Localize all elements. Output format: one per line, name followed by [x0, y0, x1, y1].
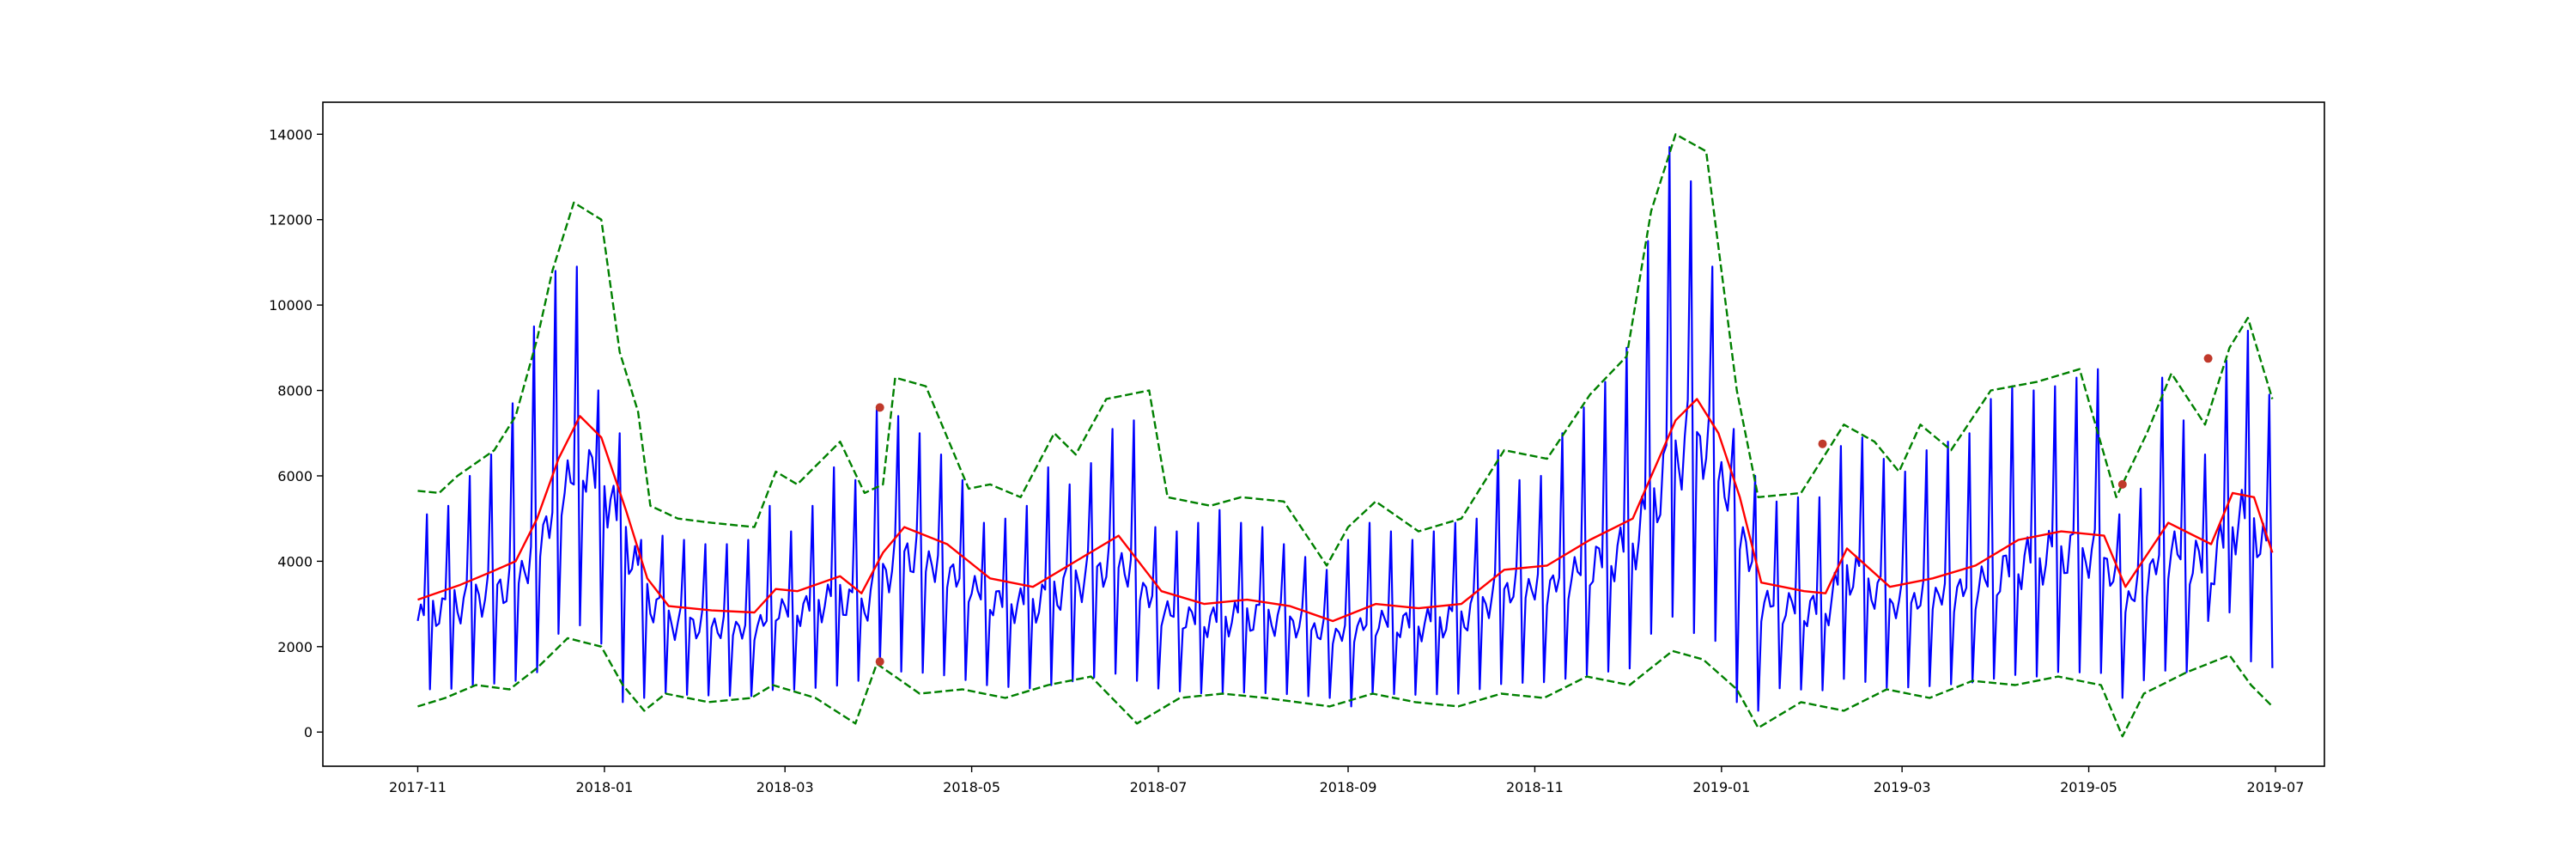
upper-bound-series-line	[417, 133, 2274, 567]
x-axis: 2017-11 2018-01 2018-03 2018-05 2018-07 2018-…	[389, 766, 2304, 795]
y-tick-label: 8000	[277, 383, 313, 399]
anomaly-point	[2117, 479, 2127, 489]
x-tick-label: 2018-09	[1320, 779, 1377, 795]
anomaly-point	[875, 403, 884, 412]
x-tick-label: 2018-11	[1506, 779, 1564, 795]
y-tick-label: 10000	[269, 297, 313, 314]
x-tick-label: 2018-03	[756, 779, 814, 795]
anomaly-point	[875, 657, 884, 667]
x-tick-label: 2019-05	[2060, 779, 2117, 795]
x-tick-label: 2019-07	[2247, 779, 2305, 795]
y-tick-label: 2000	[277, 639, 313, 655]
series-layer	[416, 133, 2274, 738]
y-tick-label: 4000	[277, 553, 313, 570]
rolling-mean-series-line	[417, 398, 2274, 623]
weekly-spike-series-line	[416, 146, 2274, 712]
y-tick-label: 12000	[269, 212, 313, 228]
plot-frame	[322, 101, 2325, 767]
y-tick-label: 0	[304, 724, 313, 740]
y-tick-label: 6000	[277, 468, 313, 484]
x-tick-label: 2018-05	[943, 779, 1000, 795]
lower-bound-series-line	[417, 637, 2274, 738]
anomaly-point	[1818, 439, 1827, 448]
y-axis: 0 2000 4000 6000 8000 10000 12000 14000	[269, 126, 323, 740]
x-tick-label: 2018-07	[1130, 779, 1188, 795]
anomaly-marker-layer	[875, 354, 2213, 667]
x-tick-label: 2017-11	[389, 779, 447, 795]
anomaly-point	[2203, 354, 2213, 363]
x-tick-label: 2018-01	[575, 779, 633, 795]
x-tick-label: 2019-01	[1692, 779, 1750, 795]
x-tick-label: 2019-03	[1874, 779, 1931, 795]
y-tick-label: 14000	[269, 126, 313, 143]
